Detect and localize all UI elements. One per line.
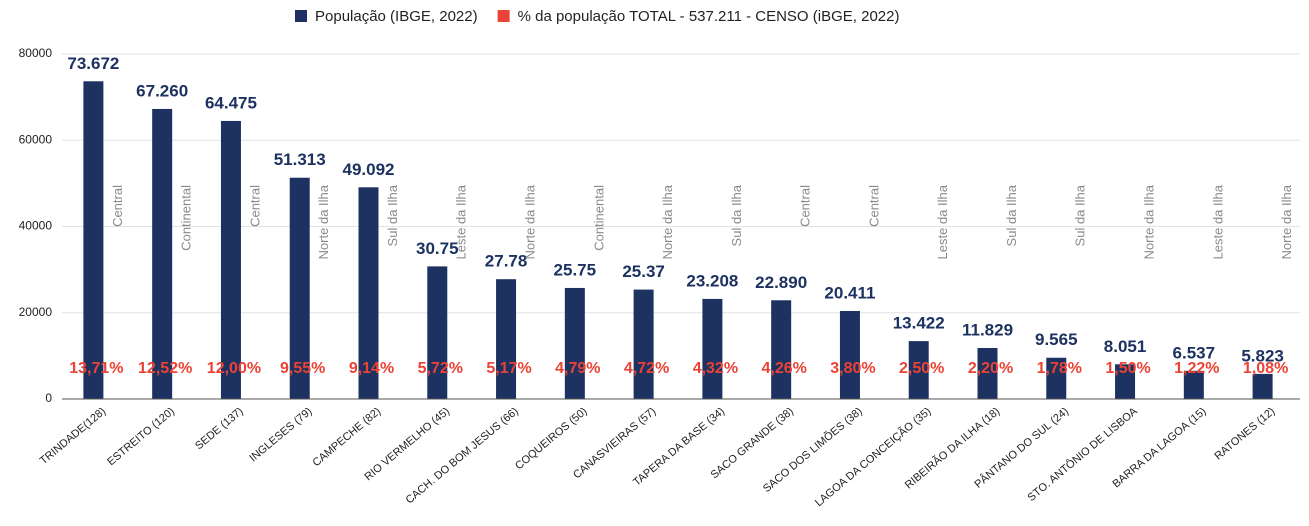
legend-swatch — [295, 10, 307, 22]
value-label: 25.37 — [622, 262, 665, 281]
percent-label: 1,08% — [1243, 360, 1288, 377]
percent-label: 4,79% — [555, 360, 600, 377]
region-annotation: Norte da Ilha — [660, 184, 675, 259]
value-label: 6.537 — [1173, 343, 1216, 362]
legend-swatch — [497, 10, 510, 22]
x-tick-label: RATONES (12) — [1212, 405, 1277, 462]
x-tick-label: ESTREITO (120) — [105, 405, 177, 468]
region-annotation: Norte da Ilha — [522, 184, 537, 259]
value-label: 64.475 — [205, 93, 257, 112]
region-annotation: Norte da Ilha — [1279, 184, 1294, 259]
value-label: 8.051 — [1104, 337, 1147, 356]
value-label: 11.829 — [962, 320, 1013, 339]
region-annotation: Continental — [179, 185, 194, 251]
bar — [1046, 357, 1067, 399]
percent-label: 4,26% — [761, 360, 806, 377]
region-annotation: Continental — [591, 185, 606, 251]
bar — [220, 120, 241, 399]
value-label: 30.75 — [416, 239, 459, 258]
y-tick-label: 20000 — [19, 305, 53, 319]
bar — [427, 266, 448, 399]
value-label: 27.78 — [485, 252, 528, 271]
x-tick-label: STO. ANTÔNIO DE LISBOA — [1025, 404, 1140, 504]
value-label: 22.890 — [755, 273, 807, 292]
bar — [358, 187, 379, 399]
region-annotation: Sul da Ilha — [385, 184, 400, 246]
percent-label: 5,17% — [486, 360, 531, 377]
percent-label: 4,72% — [624, 360, 669, 377]
value-label: 67.260 — [136, 81, 188, 100]
percent-label: 3,80% — [830, 360, 875, 377]
region-annotation: Central — [247, 185, 262, 227]
y-tick-label: 40000 — [19, 219, 53, 233]
region-annotation: Leste da Ilha — [935, 184, 950, 259]
percent-label: 2,20% — [968, 360, 1013, 377]
region-annotation: Sul da Ilha — [1073, 184, 1088, 246]
region-annotation: Norte da Ilha — [1141, 184, 1156, 259]
bar — [771, 300, 792, 399]
percent-label: 4,32% — [693, 360, 738, 377]
percent-label: 1,50% — [1105, 360, 1150, 377]
bar — [977, 347, 998, 399]
region-annotation: Sul da Ilha — [729, 184, 744, 246]
percent-label: 9,14% — [349, 360, 394, 377]
bar — [152, 108, 173, 399]
percent-label: 5,72% — [418, 360, 463, 377]
x-tick-label: COQUEIROS (50) — [513, 405, 590, 472]
bar — [633, 289, 654, 399]
percent-label: 12,00% — [207, 360, 261, 377]
value-label: 23.208 — [686, 271, 738, 290]
value-label: 73.672 — [67, 54, 119, 73]
bar — [702, 298, 723, 399]
percent-label: 1,22% — [1174, 360, 1219, 377]
bar — [1115, 364, 1136, 399]
percent-label: 2,50% — [899, 360, 944, 377]
bar — [839, 310, 860, 399]
region-annotation: Norte da Ilha — [316, 184, 331, 259]
value-label: 13.422 — [893, 314, 945, 333]
region-annotation: Central — [866, 185, 881, 227]
x-tick-label: INGLESES (79) — [247, 405, 314, 464]
region-annotation: Sul da Ilha — [1004, 184, 1019, 246]
percent-label: 1,78% — [1037, 360, 1082, 377]
value-label: 20.411 — [824, 283, 875, 302]
percent-label: 13,71% — [69, 360, 123, 377]
y-tick-label: 80000 — [19, 46, 53, 60]
region-annotation: Leste da Ilha — [454, 184, 469, 259]
bar — [289, 177, 310, 399]
value-label: 5.823 — [1241, 346, 1284, 365]
region-annotation: Central — [798, 185, 813, 227]
bar — [83, 81, 104, 400]
bar — [496, 279, 517, 399]
bar — [564, 287, 585, 399]
bar — [908, 341, 929, 399]
value-label: 49.092 — [343, 160, 395, 179]
legend-label: População (IBGE, 2022) — [315, 8, 478, 25]
value-label: 9.565 — [1035, 330, 1078, 349]
x-tick-label: SEDE (137) — [193, 405, 246, 452]
percent-label: 9,55% — [280, 360, 325, 377]
value-label: 51.313 — [274, 150, 326, 169]
y-tick-label: 60000 — [19, 132, 53, 146]
region-annotation: Central — [110, 185, 125, 227]
x-tick-label: CAMPECHE (82) — [310, 405, 383, 469]
y-tick-label: 0 — [45, 391, 52, 405]
region-annotation: Leste da Ilha — [1210, 184, 1225, 259]
bar — [1183, 370, 1204, 399]
x-tick-label: CACH. DO BOM JESUS (66) — [404, 405, 521, 506]
x-tick-label: TRINDADE(128) — [38, 405, 108, 467]
percent-label: 12,52% — [138, 360, 192, 377]
legend-label: % da população TOTAL - 537.211 - CENSO (… — [518, 8, 900, 25]
value-label: 25.75 — [554, 260, 597, 279]
x-tick-label: LAGOA DA CONCEIÇÃO (35) — [812, 405, 933, 510]
bar — [1252, 373, 1273, 399]
